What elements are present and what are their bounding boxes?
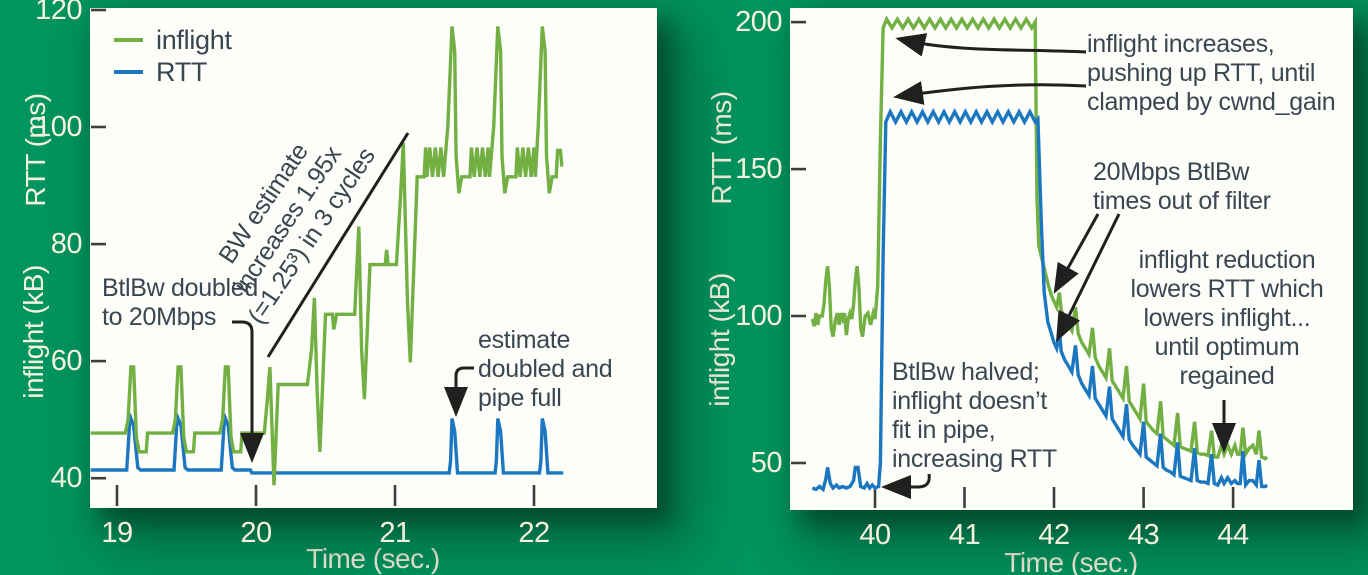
y-tick-label: 100 <box>735 300 782 333</box>
anno-estimate-doubled: estimate doubled and pipe full <box>478 326 613 412</box>
rtt-line-swatch <box>114 70 143 74</box>
legend-item-inflight: inflight <box>114 24 232 56</box>
chart-svg-right <box>791 15 1269 508</box>
series-line-RTT <box>811 107 1269 493</box>
line-bw-estimate <box>266 132 410 358</box>
legend-item-rtt: RTT <box>114 56 232 88</box>
x-tick-label: 40 <box>859 519 891 551</box>
x-tick-label: 19 <box>101 517 133 549</box>
x-tick-label: 41 <box>948 519 981 551</box>
anno-optimum-regained: inflight reduction lowers RTT which lowe… <box>1130 246 1324 390</box>
legend-label-inflight: inflight <box>156 24 232 55</box>
y-tick-label: 150 <box>735 153 782 186</box>
arrow-estimate-doubled <box>444 366 474 417</box>
arrow-btlbw-doubled <box>232 320 264 463</box>
chart-panel-left: inflight RTT BtlBw doubled to 20Mbps BW e… <box>90 8 657 508</box>
x-tick-label: 42 <box>1038 519 1070 551</box>
arrow-inflight-increases <box>895 33 1087 57</box>
series-line-inflight <box>810 15 1269 461</box>
anno-btlbw-doubled: BtlBw doubled to 20Mbps <box>102 274 258 331</box>
x-tick-label: 20 <box>240 517 272 549</box>
left-y-axis-title-inflight: inflight (kB) <box>18 265 49 399</box>
series-line-RTT <box>90 412 564 475</box>
right-y-axis-title-rtt: RTT (ms) <box>706 91 737 205</box>
x-tick-label: 43 <box>1127 519 1160 551</box>
x-tick-label: 44 <box>1217 519 1249 551</box>
chart-legend: inflight RTT <box>114 24 232 88</box>
chart-svg-left <box>90 8 564 506</box>
y-tick-label: 100 <box>35 111 82 144</box>
right-y-axis-title-inflight: inflight (kB) <box>704 273 735 407</box>
series-line-inflight <box>90 26 564 486</box>
legend-label-rtt: RTT <box>156 56 208 87</box>
y-tick-label: 60 <box>50 345 83 378</box>
y-tick-label: 80 <box>50 228 83 261</box>
y-tick-label: 200 <box>735 6 782 39</box>
arrow-filter-2 <box>1056 213 1121 343</box>
y-tick-label: 120 <box>35 0 82 26</box>
chart-panel-right: inflight increases, pushing up RTT, unti… <box>790 8 1353 510</box>
anno-filter-timeout: 20Mbps BtlBw times out of filter <box>1093 158 1271 215</box>
inflight-line-swatch <box>114 38 143 42</box>
anno-cwnd-gain: inflight increases, pushing up RTT, unti… <box>1087 30 1336 116</box>
right-x-axis-title: Time (sec.) <box>1004 547 1138 575</box>
arrow-filter-1 <box>1053 213 1100 294</box>
arrow-pushing-rtt <box>893 81 1087 105</box>
left-x-axis-title: Time (sec.) <box>306 543 440 574</box>
arrow-btlbw-halved <box>881 473 931 499</box>
x-tick-label: 22 <box>518 517 550 549</box>
anno-btlbw-halved: BtlBw halved; inflight doesn’t fit in pi… <box>892 358 1057 473</box>
x-tick-label: 21 <box>379 517 411 549</box>
y-tick-label: 50 <box>750 446 783 479</box>
y-tick-label: 40 <box>50 462 83 495</box>
